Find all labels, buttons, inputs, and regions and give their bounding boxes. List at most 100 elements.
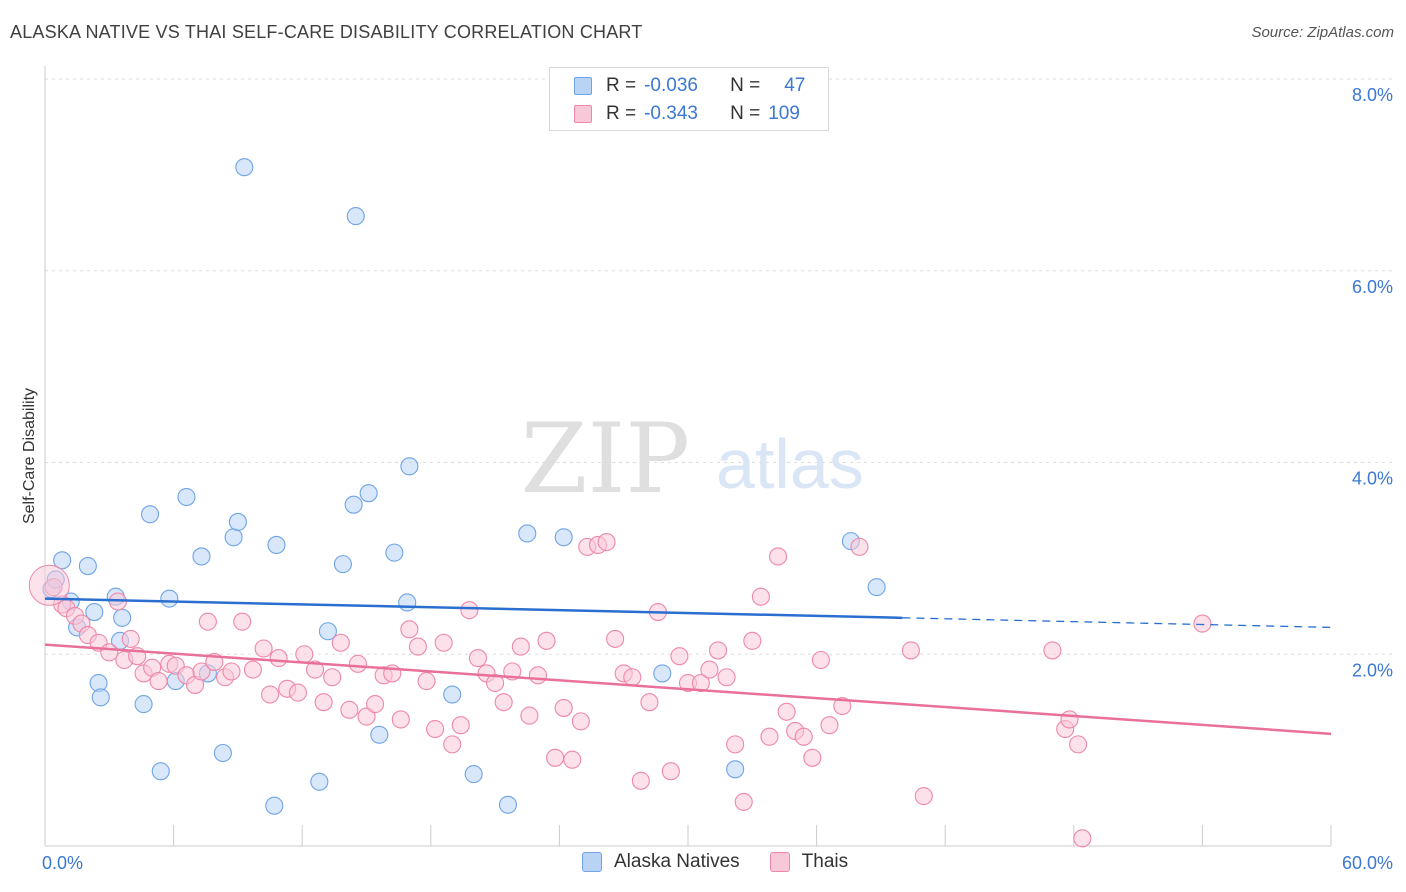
thai-point-57 — [520, 706, 539, 725]
alaska-point-17 — [177, 487, 196, 507]
alaska-trend-extension — [902, 617, 1332, 629]
thai-cluster-point — [28, 564, 70, 606]
alaska-swatch — [574, 77, 592, 95]
alaska-point-29 — [344, 495, 363, 514]
thai-point-50 — [460, 601, 479, 620]
thai-point-33 — [314, 693, 333, 712]
n-label: N = — [730, 103, 761, 124]
alaska-point-41 — [653, 664, 672, 683]
thai-point-94 — [901, 641, 920, 660]
thais-legend-label: Thais — [801, 851, 849, 872]
y-tick-label-8: 8.0% — [1352, 85, 1393, 105]
thai-point-81 — [734, 792, 753, 811]
thai-point-96 — [1043, 641, 1062, 660]
alaska-point-34 — [398, 593, 417, 612]
thai-point-100 — [1073, 829, 1092, 848]
thai-point-26 — [254, 639, 273, 658]
y-tick-label-2: 2.0% — [1352, 660, 1393, 680]
thai-point-7 — [100, 643, 119, 662]
thai-point-89 — [803, 748, 822, 767]
thai-point-45 — [417, 672, 436, 691]
thai-swatch — [574, 105, 592, 123]
alaska-point-22 — [228, 512, 247, 531]
thai-point-54 — [494, 693, 513, 712]
thai-point-85 — [768, 547, 788, 566]
thai-point-35 — [331, 633, 350, 652]
thai-trend-line — [44, 643, 1332, 736]
thai-point-61 — [554, 698, 573, 717]
thai-point-14 — [149, 672, 168, 691]
thai-point-36 — [340, 700, 359, 719]
thai-point-23 — [222, 662, 241, 681]
alaska-point-31 — [359, 484, 378, 503]
thai-point-62 — [563, 750, 582, 769]
legend-item-alaska[interactable]: Alaska Natives — [582, 851, 740, 873]
legend-item-thais[interactable]: Thais — [769, 851, 849, 873]
thai-point-32 — [306, 660, 325, 679]
thai-point-56 — [511, 637, 530, 656]
alaska-point-30 — [346, 207, 365, 226]
thai-point-20 — [198, 612, 217, 631]
thai-point-28 — [269, 649, 288, 668]
legend-row-thai: R = -0.343 N = 109 — [574, 100, 800, 128]
watermark-atlas: atlas — [716, 425, 864, 503]
n-value-alaska: 47 — [784, 75, 806, 96]
thai-point-63 — [571, 712, 590, 731]
thai-point-67 — [606, 629, 625, 648]
thai-point-60 — [546, 748, 565, 767]
alaska-point-12 — [140, 505, 160, 524]
alaska-point-24 — [265, 796, 284, 815]
source-note: Source: ZipAtlas.com — [1251, 24, 1394, 41]
thai-point-43 — [400, 620, 419, 639]
alaska-point-42 — [726, 760, 745, 779]
y-tick-label-4: 4.0% — [1352, 469, 1393, 489]
alaska-legend-swatch — [582, 852, 602, 872]
alaska-point-13 — [134, 695, 153, 714]
thai-point-71 — [640, 693, 659, 712]
thai-point-44 — [408, 637, 427, 656]
thai-point-47 — [434, 633, 453, 652]
chart-title: ALASKA NATIVE VS THAI SELF-CARE DISABILI… — [10, 22, 643, 42]
y-axis-label-group: Self-Care Disability — [21, 388, 38, 524]
y-tick-label-6: 6.0% — [1352, 277, 1393, 297]
alaska-point-32 — [370, 725, 389, 744]
correlation-legend: R = -0.036 N = 47 R = -0.343 N = 109 — [549, 67, 829, 131]
thai-point-31 — [295, 645, 314, 664]
thai-point-53 — [486, 673, 505, 693]
thai-point-99 — [1069, 735, 1088, 754]
legend-row-alaska: R = -0.036 N = 47 — [574, 72, 805, 100]
thai-point-37 — [348, 654, 367, 673]
thai-point-84 — [760, 727, 779, 746]
y-axis-label: Self-Care Disability — [21, 388, 38, 524]
x-tick-label-max: 60.0% — [1342, 853, 1393, 873]
alaska-point-35 — [400, 457, 419, 476]
thai-point-24 — [233, 612, 252, 631]
series-legend: Alaska Natives Thais — [582, 851, 878, 873]
thai-point-78 — [708, 641, 728, 660]
thai-point-30 — [288, 683, 307, 702]
alaska-point-18 — [192, 547, 211, 566]
thai-point-51 — [468, 649, 488, 668]
r-label: R = — [606, 103, 637, 124]
thai-point-101 — [1193, 614, 1212, 633]
thai-point-77 — [700, 660, 719, 679]
thai-point-74 — [670, 647, 689, 666]
thais-legend-swatch — [769, 852, 790, 872]
alaska-point-33 — [385, 543, 404, 562]
thai-point-73 — [661, 762, 680, 781]
alaska-point-20 — [213, 743, 232, 763]
thai-point-48 — [443, 735, 462, 754]
watermark-zip: ZIP — [521, 403, 690, 515]
thai-point-86 — [777, 702, 796, 721]
alaska-point-2 — [53, 551, 72, 570]
thais-points — [28, 533, 1212, 848]
alaska-point-28 — [333, 555, 352, 574]
alaska-point-25 — [267, 535, 286, 555]
r-value-thai: -0.343 — [644, 103, 698, 124]
alaska-point-37 — [464, 765, 483, 784]
thai-point-46 — [426, 719, 445, 739]
thai-point-95 — [914, 787, 933, 806]
thai-point-10 — [121, 629, 140, 648]
n-label: N = — [730, 75, 761, 96]
alaska-point-14 — [151, 762, 170, 781]
